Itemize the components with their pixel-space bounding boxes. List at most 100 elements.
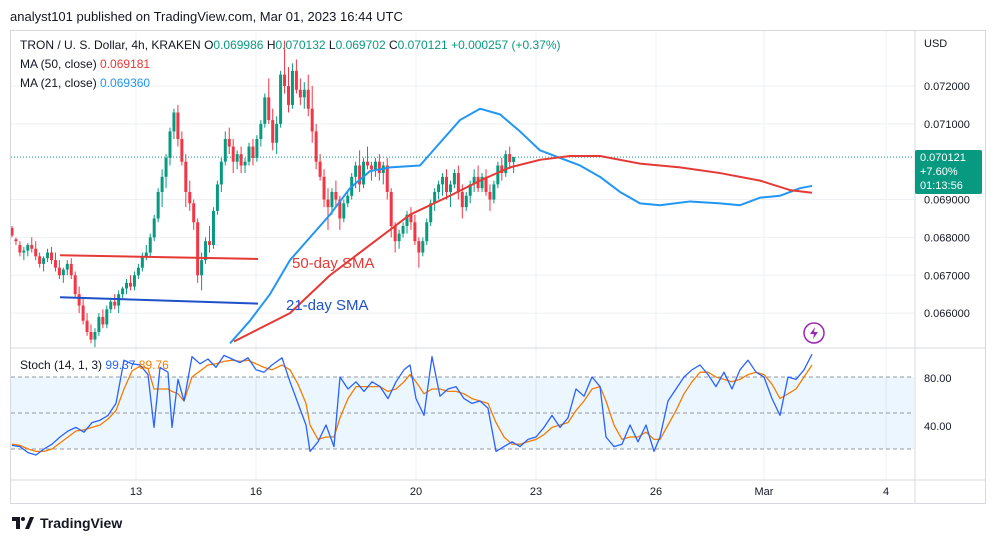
candle [417, 237, 421, 268]
candle-body [42, 258, 46, 264]
candle [136, 263, 140, 280]
candle [101, 309, 105, 329]
candle-body [77, 294, 81, 306]
candle [227, 127, 231, 155]
candle [437, 180, 441, 200]
candle-body [251, 146, 255, 158]
time-tick-label: 23 [530, 486, 542, 498]
candle-body [223, 138, 227, 162]
candle [452, 169, 456, 189]
candle-body [38, 256, 42, 264]
candle [164, 154, 168, 189]
stoch-d-line [11, 359, 813, 453]
axes: 0.072000 0.071000 0.069000 0.068000 0.067000… [11, 31, 985, 503]
candle-body [263, 97, 267, 124]
candle-body [204, 241, 208, 261]
candle-body [140, 256, 144, 268]
lightning-icon[interactable] [803, 322, 825, 344]
candle [61, 267, 65, 283]
candle [492, 180, 496, 204]
candle-body [369, 165, 373, 170]
candle-body [385, 165, 389, 192]
candle-body [97, 316, 101, 333]
candle [362, 157, 366, 189]
candle [421, 237, 425, 257]
candle [239, 146, 243, 174]
candle [433, 188, 437, 211]
candle-body [156, 191, 160, 219]
candle [140, 252, 144, 272]
candle [488, 184, 492, 211]
candle [53, 252, 57, 272]
candle-body [168, 131, 172, 158]
open-value: 0.069986 [213, 38, 264, 52]
candle [89, 324, 93, 344]
candle-body [105, 309, 109, 325]
candle [215, 180, 219, 215]
price-tick-label: 0.069000 [924, 195, 970, 207]
candle-body [50, 252, 53, 261]
candle-body [425, 222, 429, 242]
candle-body [81, 305, 85, 321]
candle [148, 233, 152, 257]
candle-body [346, 195, 350, 204]
candle [176, 104, 180, 147]
last-price-tag: 0.070121 +7.60% 01:13:56 [915, 150, 982, 194]
symbol-title: TRON / U. S. Dollar, 4h, KRAKEN [20, 38, 201, 52]
candle [259, 120, 263, 147]
candle-body [468, 184, 472, 196]
ma21-legend[interactable]: MA (21, close) 0.069360 [20, 76, 151, 90]
candle [279, 70, 283, 128]
candle-body [196, 222, 200, 276]
candle-body [409, 214, 413, 223]
candle [476, 165, 480, 192]
stoch-k-line [11, 353, 813, 456]
candle [30, 237, 34, 253]
candle [425, 218, 429, 245]
candle [204, 237, 208, 264]
candle-body [294, 70, 298, 90]
candle [180, 131, 184, 166]
candle-body [61, 269, 65, 276]
price-tick-label: 0.068000 [924, 232, 970, 244]
publish-header: analyst101 published on TradingView.com,… [10, 9, 403, 24]
candle [73, 271, 77, 298]
candle-body [73, 275, 77, 295]
candle [401, 222, 405, 238]
candle-body [26, 244, 30, 251]
candle [97, 313, 101, 336]
candle-body [512, 157, 516, 163]
candle-body [89, 332, 93, 340]
time-tick-label: 16 [250, 486, 262, 498]
ma50-legend[interactable]: MA (50, close) 0.069181 [20, 57, 151, 71]
candle [358, 150, 362, 192]
time-tick-label: 20 [410, 486, 422, 498]
candle-body [121, 288, 125, 295]
candle-body [172, 112, 176, 132]
candle [113, 294, 117, 310]
candle [38, 252, 42, 268]
candle-body [287, 86, 290, 105]
candle-body [243, 161, 247, 166]
candle-body [30, 244, 34, 249]
ma50-value: 0.069181 [100, 57, 151, 71]
candle [512, 156, 516, 174]
candle-body [342, 203, 346, 219]
candle [322, 169, 326, 208]
candle-body [338, 199, 342, 219]
candle [283, 40, 287, 94]
candle-body [417, 241, 421, 253]
price-tick-label: 0.072000 [924, 81, 970, 93]
candle-body [484, 176, 488, 192]
candle [18, 241, 22, 257]
candle [445, 169, 448, 200]
candle [172, 108, 176, 139]
stoch-legend[interactable]: Stoch (14, 1, 3) 99.37 89.76 [20, 358, 169, 372]
candle [342, 199, 346, 223]
candle-body [326, 199, 330, 208]
candle [168, 127, 172, 166]
candle-body [429, 203, 433, 223]
sma21-annotation-text: 21-day SMA [286, 297, 369, 314]
tradingview-brand[interactable]: TradingView [12, 515, 122, 531]
